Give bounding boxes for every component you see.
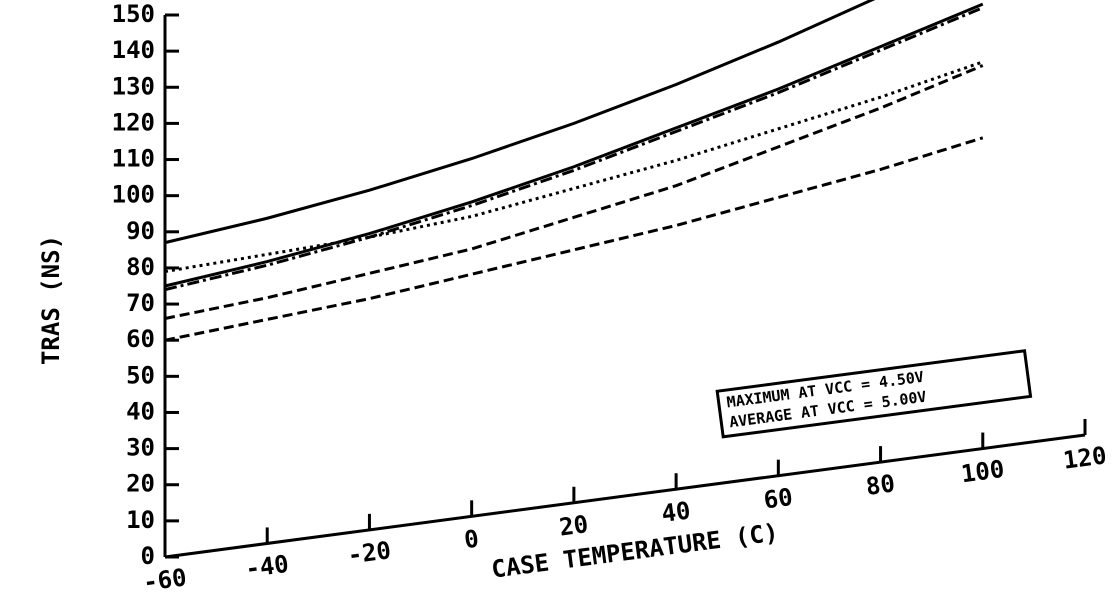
series-line	[164, 64, 984, 320]
y-tick-label: 150	[112, 0, 155, 28]
series-line	[164, 0, 876, 245]
x-axis	[164, 433, 1086, 559]
x-tick-label: 80	[864, 469, 896, 501]
y-tick-label: 30	[126, 434, 155, 462]
series-line	[164, 6, 984, 292]
series-line	[164, 2, 984, 288]
series-line	[164, 136, 984, 342]
y-tick-label: 100	[112, 181, 155, 209]
x-tick-label: 20	[558, 510, 590, 542]
x-tick-label: 60	[762, 483, 794, 515]
y-tick-label: 0	[141, 542, 155, 570]
y-tick-label: 90	[126, 217, 155, 245]
y-tick-label: 50	[126, 361, 155, 389]
y-tick-label: 110	[112, 145, 155, 173]
y-tick-label: 130	[112, 72, 155, 100]
plot-area	[164, 0, 984, 342]
x-tick-label: -60	[142, 563, 189, 596]
y-axis-title: TRAS (NS)	[37, 235, 65, 365]
x-axis-title: CASE TEMPERATURE (C)	[490, 518, 780, 583]
y-tick-label: 80	[126, 253, 155, 281]
y-tick-label: 120	[112, 108, 155, 136]
x-tick-label: 120	[1062, 441, 1109, 474]
series-line	[164, 60, 984, 274]
x-tick-label: 100	[959, 455, 1006, 488]
y-tick-label: 40	[126, 397, 155, 425]
x-tick-label: -40	[244, 550, 291, 583]
y-tick-label: 60	[126, 325, 155, 353]
y-tick-label: 140	[112, 36, 155, 64]
legend: MAXIMUM AT VCC = 4.50V AVERAGE AT VCC = …	[715, 349, 1033, 439]
legend-box	[715, 349, 1033, 439]
y-tick-label: 20	[126, 470, 155, 498]
x-tick-label: 0	[463, 525, 481, 555]
y-tick-label: 10	[126, 506, 155, 534]
y-tick-label: 70	[126, 289, 155, 317]
x-tick-label: -20	[346, 536, 393, 569]
x-tick-label: 40	[660, 496, 692, 528]
